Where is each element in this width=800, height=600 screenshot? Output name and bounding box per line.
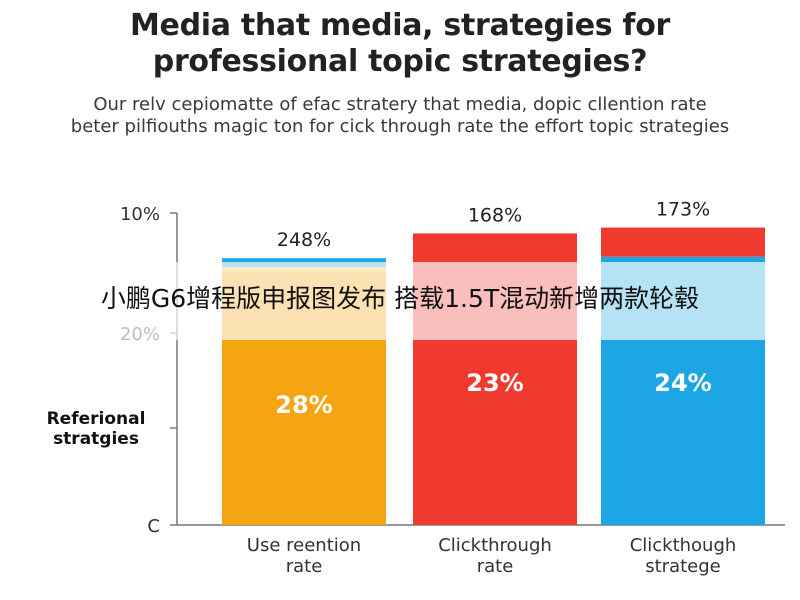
caption-overlay-text: 小鹏G6增程版申报图发布 搭载1.5T混动新增两款轮毂 [100, 284, 700, 313]
bar-value-label: 28% [275, 391, 332, 419]
caption-overlay-band [0, 262, 800, 340]
chart-title-line2: professional topic strategies? [152, 44, 648, 79]
y-axis-label-line2: stratgies [53, 429, 139, 449]
chart-subtitle-line1: Our relv cepiomatte of efac stratery tha… [93, 94, 707, 115]
bar-value-label: 24% [654, 369, 711, 397]
y-axis-label-line1: Referional [47, 409, 146, 429]
bar-top-label: 168% [468, 204, 522, 226]
category-label-line2: rate [286, 556, 323, 577]
bar-value-label: 23% [466, 369, 523, 397]
bar-segment-cap [601, 227, 765, 257]
category-label-line1: Use reention [247, 535, 361, 556]
bar-top-label: 248% [277, 229, 331, 251]
y-tick-label: 10% [120, 204, 160, 225]
category-label-line2: rate [477, 556, 514, 577]
chart-subtitle-line2: beter pilfiouths magic ton for cick thro… [70, 116, 730, 137]
chart-subtitle: Our relv cepiomatte of efac stratery tha… [0, 94, 800, 138]
category-label-line1: Clickthough [630, 535, 737, 556]
chart-title: Media that media, strategies for profess… [0, 8, 800, 80]
bar-top-label: 173% [656, 199, 710, 221]
category-label-line2: stratege [645, 556, 721, 577]
y-tick-label: C [147, 516, 160, 537]
chart-title-line1: Media that media, strategies for [129, 8, 670, 43]
category-label-line1: Clickthrough [438, 535, 552, 556]
